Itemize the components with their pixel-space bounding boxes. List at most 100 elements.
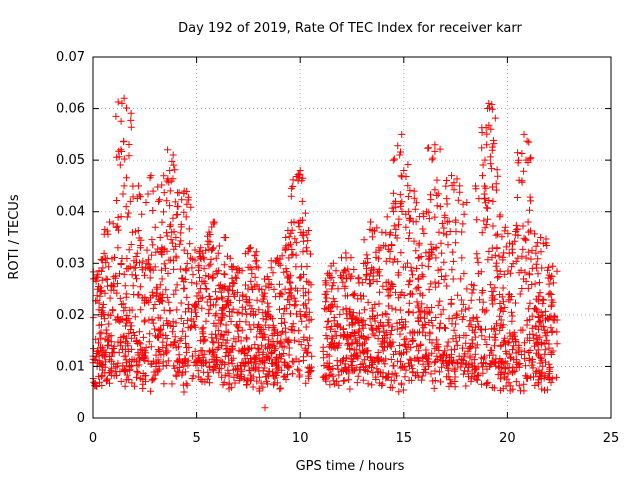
data-point — [198, 304, 206, 312]
data-point — [523, 317, 531, 325]
data-point — [257, 379, 265, 387]
data-point — [497, 341, 505, 349]
data-point — [507, 353, 515, 361]
data-point — [302, 379, 310, 387]
data-point — [372, 376, 380, 383]
data-point — [242, 318, 250, 326]
data-point — [304, 372, 312, 380]
data-point — [552, 373, 560, 381]
data-point — [504, 339, 512, 347]
data-point — [199, 328, 207, 336]
data-point — [327, 262, 335, 270]
data-point — [287, 240, 294, 248]
data-point — [164, 270, 172, 277]
data-point — [544, 266, 551, 274]
axis-ticks: 0 0.01 0.02 0.03 0.04 0.05 0.06 0.07 0 5 10 15 20 25 — [56, 50, 619, 446]
data-point — [120, 94, 128, 102]
data-point — [408, 376, 416, 384]
data-point — [393, 325, 401, 333]
data-point — [246, 345, 254, 353]
data-point — [443, 352, 450, 360]
data-point — [133, 259, 140, 266]
data-point — [319, 347, 327, 355]
data-point — [526, 206, 533, 214]
data-point — [541, 329, 549, 337]
data-point — [479, 369, 487, 377]
data-point — [97, 328, 105, 336]
data-point — [234, 364, 242, 372]
data-point — [434, 356, 442, 364]
data-point — [379, 369, 387, 377]
data-point — [301, 209, 309, 217]
data-point — [261, 404, 269, 412]
data-point — [462, 382, 470, 390]
data-point — [184, 324, 192, 332]
data-point — [172, 286, 180, 294]
data-point — [362, 271, 370, 278]
data-point — [270, 381, 278, 389]
data-point — [368, 233, 376, 241]
data-point — [466, 343, 474, 351]
data-point — [277, 330, 285, 338]
data-point — [166, 223, 174, 230]
data-point — [325, 304, 332, 312]
data-point — [377, 319, 384, 327]
data-point — [538, 322, 546, 330]
data-point — [273, 379, 281, 387]
data-point — [478, 380, 486, 388]
data-point — [544, 314, 551, 322]
data-point — [553, 267, 561, 275]
data-point — [446, 353, 453, 361]
data-point — [394, 294, 402, 302]
data-point — [521, 339, 528, 347]
data-point — [158, 266, 165, 274]
data-point — [443, 195, 451, 203]
data-point — [363, 255, 371, 263]
data-point — [388, 370, 396, 378]
data-point — [493, 245, 501, 252]
data-point — [127, 116, 135, 124]
data-point — [145, 338, 153, 346]
data-point — [405, 281, 413, 289]
data-point — [496, 306, 504, 314]
data-point — [296, 217, 304, 225]
data-point — [164, 146, 172, 154]
data-point — [191, 301, 198, 309]
data-point — [147, 387, 155, 395]
data-point — [158, 244, 166, 252]
data-point — [151, 301, 159, 308]
data-point — [271, 374, 279, 382]
data-point — [434, 190, 442, 198]
data-point — [384, 292, 392, 300]
data-point — [344, 265, 352, 273]
data-point — [307, 250, 314, 258]
data-point — [397, 358, 404, 366]
data-point — [440, 258, 448, 266]
data-point — [348, 272, 356, 280]
data-point — [293, 173, 301, 180]
data-point — [482, 306, 490, 314]
data-point — [377, 355, 385, 363]
data-point — [497, 322, 505, 330]
data-point — [164, 357, 172, 365]
data-point — [483, 381, 490, 389]
data-point — [380, 327, 388, 335]
data-point — [292, 263, 300, 271]
data-point — [149, 291, 157, 299]
data-point — [287, 326, 295, 333]
data-point — [196, 337, 204, 345]
data-point — [443, 373, 451, 381]
data-point — [165, 256, 173, 264]
data-point — [415, 241, 423, 249]
data-point — [348, 312, 356, 320]
data-point — [374, 349, 382, 356]
x-tick-label: 0 — [89, 431, 97, 446]
data-point — [226, 254, 234, 262]
data-point — [118, 301, 126, 308]
data-point — [468, 280, 476, 288]
data-point — [263, 273, 271, 281]
data-point — [96, 292, 104, 300]
data-point — [423, 304, 431, 312]
data-point — [354, 328, 362, 336]
data-point — [349, 367, 357, 375]
